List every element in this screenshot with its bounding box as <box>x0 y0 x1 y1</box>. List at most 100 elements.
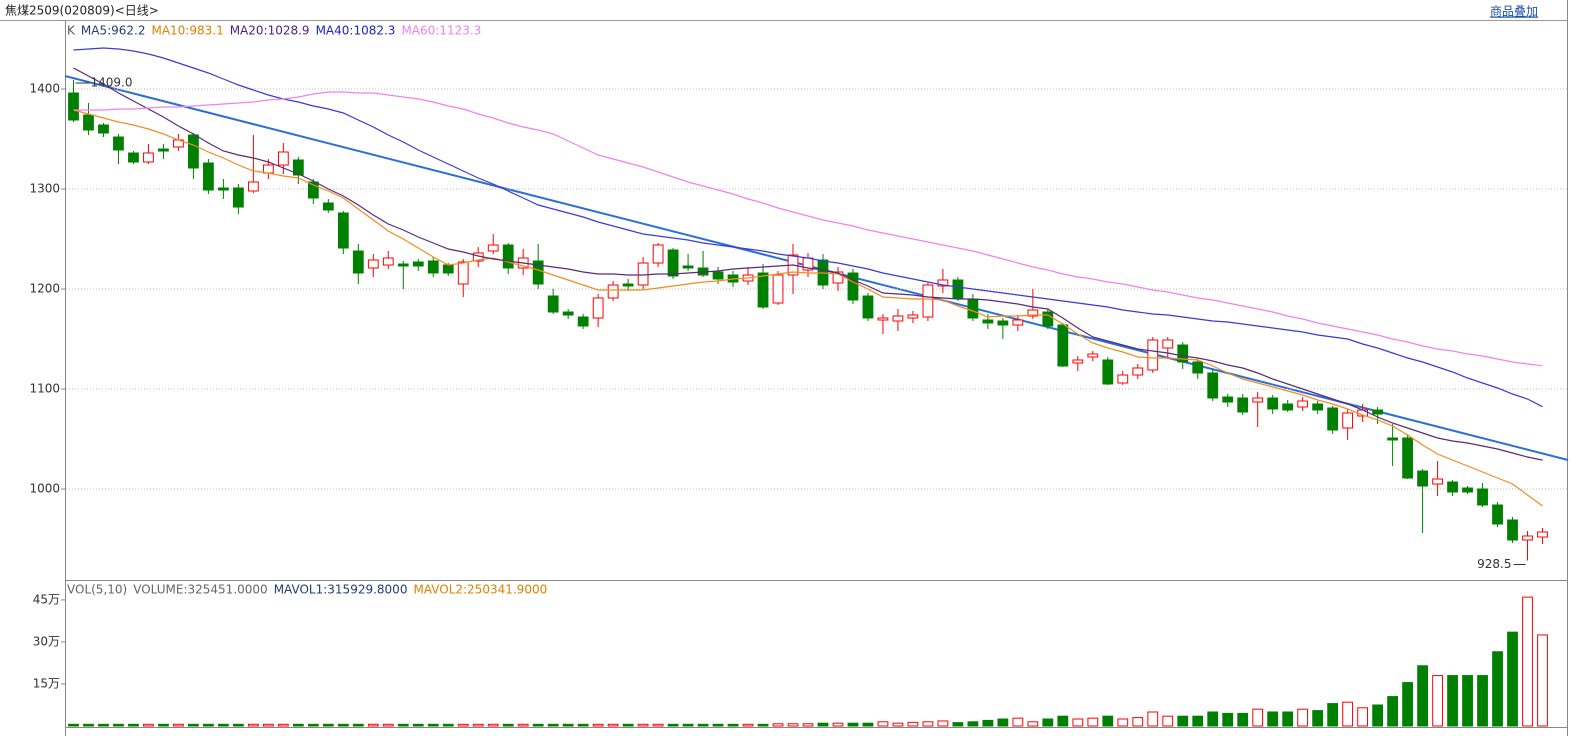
candle-body <box>1012 319 1024 326</box>
candle-body <box>143 152 154 163</box>
candle-body <box>1267 397 1279 410</box>
candle-body <box>637 262 649 286</box>
volume-bar <box>532 723 544 727</box>
candle-body <box>1147 339 1159 371</box>
volume-bar <box>1102 715 1114 727</box>
candle-body <box>892 315 904 322</box>
volume-bar <box>922 721 934 727</box>
candle-body <box>83 114 94 131</box>
volume-bar <box>1162 715 1174 727</box>
volume-bar <box>382 723 394 727</box>
volume-bar <box>472 723 484 727</box>
candle-body <box>772 274 784 304</box>
candle-body <box>1477 488 1488 506</box>
volume-bar <box>1042 718 1054 727</box>
candle-body <box>487 244 499 252</box>
volume-bar <box>607 723 619 727</box>
volume-bar <box>952 722 964 727</box>
volume-bar <box>367 723 379 727</box>
annotation-label: 1409.0 <box>90 76 132 90</box>
legend-item: MA10:983.1 <box>151 24 223 38</box>
volume-bar <box>412 723 424 727</box>
volume-bar <box>292 723 304 727</box>
candle-body <box>1507 519 1518 541</box>
candle-body <box>1492 504 1503 525</box>
annotation-label: 928.5 <box>1477 557 1511 571</box>
volume-bar <box>188 723 199 727</box>
volume-bar <box>1132 717 1144 727</box>
volume-bar <box>1387 696 1399 727</box>
volume-bar <box>1537 634 1548 727</box>
candle-body <box>877 317 889 321</box>
volume-bar <box>1282 711 1294 727</box>
candle-body <box>1327 407 1339 431</box>
ma-line <box>73 109 1543 507</box>
candle-body <box>622 283 634 287</box>
volume-bar <box>787 723 799 727</box>
candle-body <box>352 250 364 274</box>
candle-body <box>667 249 679 277</box>
ma-line <box>73 67 1543 461</box>
volume-bar <box>997 718 1009 727</box>
candle-body <box>832 271 844 284</box>
volume-bar <box>667 723 679 727</box>
volume-bar <box>1507 631 1518 727</box>
volume-bar <box>487 723 499 727</box>
volume-bar <box>727 723 739 727</box>
volume-bar <box>517 723 529 727</box>
candle-body <box>367 259 379 269</box>
candle-body <box>262 164 274 174</box>
volume-bar <box>1087 717 1099 727</box>
candle-body <box>113 136 124 151</box>
volume-bar <box>757 723 769 727</box>
y-tick-label: 1000 <box>29 482 60 496</box>
candle-body <box>907 314 919 319</box>
legend-item: MA20:1028.9 <box>230 24 310 38</box>
volume-bar <box>1372 704 1384 727</box>
candle-body <box>128 152 139 163</box>
volume-bar <box>277 723 289 727</box>
candle-body <box>427 260 439 274</box>
candle-body <box>412 261 424 267</box>
legend-item: VOLUME:325451.0000 <box>133 583 267 597</box>
candle-body <box>997 320 1009 326</box>
candle-body <box>577 316 589 327</box>
candle-body <box>607 284 619 299</box>
volume-bar <box>1267 711 1279 727</box>
volume-bar <box>967 721 979 727</box>
volume-bar <box>547 723 559 727</box>
volume-bar <box>1117 718 1129 727</box>
candle-body <box>322 202 334 211</box>
candle-body <box>652 244 664 264</box>
volume-bar <box>1012 717 1024 727</box>
volume-bar <box>1057 715 1069 727</box>
trend-line <box>64 75 1569 461</box>
legend-item: MA60:1123.3 <box>401 24 481 38</box>
volume-bar <box>592 723 604 727</box>
candle-body <box>1282 403 1294 411</box>
candle-body <box>203 162 214 191</box>
volume-bar <box>113 723 124 727</box>
volume-bar <box>802 723 814 727</box>
y-tick-label: 15万 <box>33 676 60 690</box>
volume-bar <box>907 721 919 727</box>
candle-body <box>307 181 319 199</box>
volume-bar <box>1357 707 1369 727</box>
volume-bar <box>1342 701 1354 727</box>
legend-item: VOL(5,10) <box>67 583 127 597</box>
candle-body <box>1312 403 1324 411</box>
volume-bar <box>262 723 274 727</box>
candle-body <box>1342 412 1354 429</box>
volume-bar <box>68 723 79 727</box>
volume-bar <box>1252 708 1264 727</box>
volume-bar <box>1447 675 1458 727</box>
volume-bar <box>712 723 724 727</box>
volume-bar <box>1207 711 1219 727</box>
y-tick-label: 1200 <box>29 282 60 296</box>
overlay-button[interactable]: 商品叠加 <box>1490 4 1538 19</box>
volume-bar <box>637 723 649 727</box>
y-tick-label: 45万 <box>33 592 60 606</box>
volume-bar <box>83 723 94 727</box>
